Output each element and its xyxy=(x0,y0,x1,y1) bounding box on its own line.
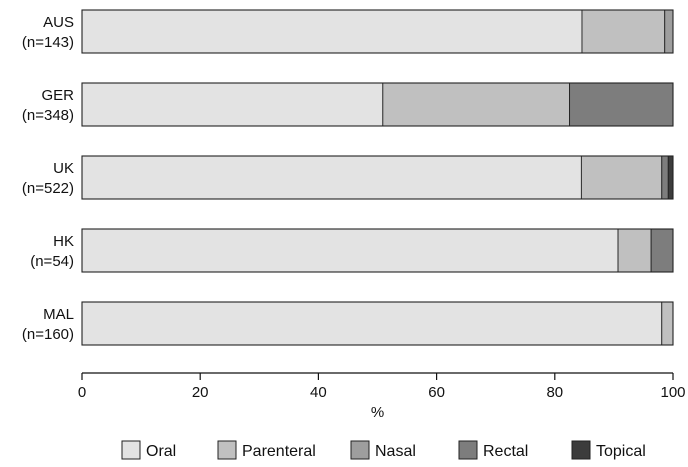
bar-segment-uk-rectal xyxy=(661,155,669,200)
bar-segment-hk-rectal xyxy=(650,228,674,273)
bar-segment-aus-nasal xyxy=(664,9,674,54)
bar-outline-ger xyxy=(81,82,674,127)
legend-swatch-nasal xyxy=(350,440,370,460)
category-label-aus: AUS xyxy=(43,14,74,31)
bar-segment-ger-parenteral xyxy=(382,82,571,127)
x-axis: 0 20 40 60 80 100 xyxy=(78,372,686,401)
bar-segment-uk-parenteral xyxy=(580,155,663,200)
bar-outline-aus xyxy=(81,9,674,54)
bars-group xyxy=(81,9,674,346)
bar-segment-aus-parenteral xyxy=(581,9,666,54)
category-sublabel-ger: (n=348) xyxy=(22,107,74,124)
legend-label-rectal: Rectal xyxy=(483,443,528,460)
x-tick-label-60: 60 xyxy=(428,384,445,401)
bar-segment-mal-oral xyxy=(81,301,663,346)
x-tick-label-100: 100 xyxy=(660,384,685,401)
bar-segment-mal-parenteral xyxy=(661,301,674,346)
bar-segment-aus-oral xyxy=(81,9,583,54)
legend-swatch-topical xyxy=(571,440,591,460)
legend-swatch-oral xyxy=(121,440,141,460)
bar-outline-hk xyxy=(81,228,674,273)
bar-segment-uk-oral xyxy=(81,155,582,200)
category-label-ger: GER xyxy=(41,87,74,104)
x-axis-title: % xyxy=(371,404,384,421)
legend-label-topical: Topical xyxy=(596,443,646,460)
category-sublabel-mal: (n=160) xyxy=(22,326,74,343)
x-tick-label-20: 20 xyxy=(192,384,209,401)
category-sublabel-uk: (n=522) xyxy=(22,180,74,197)
bar-segment-ger-oral xyxy=(81,82,384,127)
legend-swatch-parenteral xyxy=(217,440,237,460)
bar-outline-uk xyxy=(81,155,674,200)
legend-label-nasal: Nasal xyxy=(375,443,416,460)
bar-segment-ger-rectal xyxy=(569,82,674,127)
category-label-uk: UK xyxy=(53,160,74,177)
bar-segment-uk-topical xyxy=(667,155,674,200)
bar-segment-hk-oral xyxy=(81,228,619,273)
x-tick-label-0: 0 xyxy=(78,384,86,401)
category-sublabel-aus: (n=143) xyxy=(22,34,74,51)
category-label-hk: HK xyxy=(53,233,74,250)
category-sublabel-hk: (n=54) xyxy=(30,253,74,270)
x-tick-label-40: 40 xyxy=(310,384,327,401)
bar-outline-mal xyxy=(81,301,674,346)
legend-label-oral: Oral xyxy=(146,443,176,460)
x-tick-label-80: 80 xyxy=(546,384,563,401)
legend-label-parenteral: Parenteral xyxy=(242,443,316,460)
legend-swatch-rectal xyxy=(458,440,478,460)
legend: Oral Parenteral Nasal Rectal Topical xyxy=(121,440,646,460)
bar-segment-hk-parenteral xyxy=(617,228,652,273)
category-label-mal: MAL xyxy=(43,306,74,323)
category-labels: AUS (n=143) GER (n=348) UK (n=522) HK (n=54) MAL… xyxy=(22,14,74,343)
